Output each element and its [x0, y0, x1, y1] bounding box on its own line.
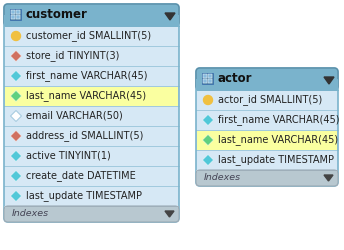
Bar — [5, 86, 178, 106]
Bar — [203, 78, 206, 82]
Text: actor: actor — [218, 72, 252, 86]
Polygon shape — [11, 190, 21, 202]
Polygon shape — [11, 150, 21, 162]
FancyBboxPatch shape — [4, 4, 179, 26]
Circle shape — [11, 32, 21, 40]
Text: customer_id SMALLINT(5): customer_id SMALLINT(5) — [26, 30, 151, 42]
Bar — [196, 79, 338, 90]
Polygon shape — [324, 175, 333, 181]
Text: store_id TINYINT(3): store_id TINYINT(3) — [26, 50, 119, 62]
Text: actor_id SMALLINT(5): actor_id SMALLINT(5) — [218, 94, 322, 106]
Polygon shape — [11, 130, 21, 141]
Text: last_name VARCHAR(45): last_name VARCHAR(45) — [26, 90, 146, 102]
Text: last_name VARCHAR(45): last_name VARCHAR(45) — [218, 134, 338, 145]
Text: first_name VARCHAR(45): first_name VARCHAR(45) — [218, 114, 340, 126]
FancyBboxPatch shape — [4, 4, 179, 222]
Bar — [207, 78, 212, 82]
Polygon shape — [203, 134, 214, 145]
Text: create_date DATETIME: create_date DATETIME — [26, 170, 136, 181]
Text: email VARCHAR(50): email VARCHAR(50) — [26, 111, 123, 121]
Bar — [10, 9, 21, 20]
Bar — [207, 74, 212, 78]
Bar — [197, 130, 337, 150]
Text: Indexes: Indexes — [12, 210, 49, 218]
Text: last_update TIMESTAMP: last_update TIMESTAMP — [26, 190, 142, 202]
Bar — [202, 73, 213, 84]
Text: last_update TIMESTAMP: last_update TIMESTAMP — [218, 154, 334, 166]
Polygon shape — [11, 110, 21, 122]
Circle shape — [204, 96, 213, 104]
Bar — [197, 170, 337, 178]
Bar — [11, 14, 14, 18]
Text: active TINYINT(1): active TINYINT(1) — [26, 151, 111, 161]
Polygon shape — [203, 154, 214, 166]
Polygon shape — [11, 90, 21, 102]
Text: address_id SMALLINT(5): address_id SMALLINT(5) — [26, 130, 143, 141]
Polygon shape — [11, 70, 21, 82]
Polygon shape — [165, 211, 174, 217]
Bar — [4, 206, 179, 222]
Bar — [203, 74, 206, 78]
Bar — [5, 206, 178, 214]
Polygon shape — [11, 170, 21, 181]
FancyBboxPatch shape — [196, 68, 338, 90]
FancyBboxPatch shape — [196, 170, 338, 186]
Text: first_name VARCHAR(45): first_name VARCHAR(45) — [26, 70, 148, 82]
Bar — [15, 14, 20, 18]
Text: Indexes: Indexes — [204, 174, 241, 182]
Bar — [196, 170, 338, 186]
Polygon shape — [203, 114, 214, 126]
FancyBboxPatch shape — [4, 206, 179, 222]
Polygon shape — [165, 13, 175, 20]
Bar — [15, 10, 20, 14]
FancyBboxPatch shape — [196, 68, 338, 186]
Polygon shape — [324, 77, 334, 84]
Bar — [4, 15, 179, 26]
Polygon shape — [11, 50, 21, 62]
Text: customer: customer — [26, 8, 88, 22]
Bar — [11, 10, 14, 14]
